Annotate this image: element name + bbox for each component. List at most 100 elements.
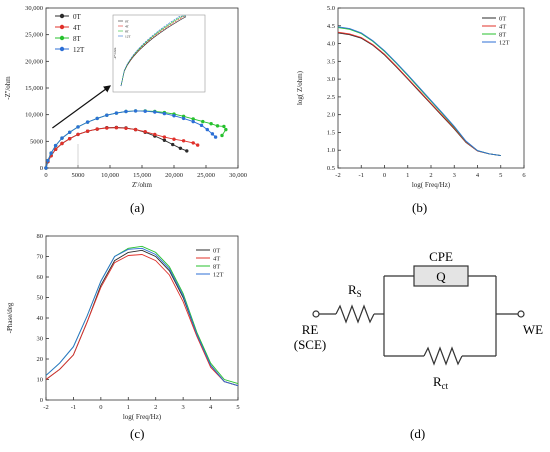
series-line-4T	[45, 254, 239, 387]
data-point-12T	[46, 158, 50, 163]
y-tick-label: 20	[37, 356, 44, 363]
y-axis-label: -Z''/ohm	[4, 76, 12, 100]
q-label: Q	[436, 269, 446, 284]
x-tick-label: 5	[236, 404, 239, 411]
series-line-0T	[337, 32, 501, 157]
y-tick-label: 10	[37, 377, 44, 384]
x-tick-label: 1	[406, 172, 409, 179]
data-point-8T	[191, 117, 195, 121]
data-point-12T	[172, 114, 176, 118]
data-point-12T	[162, 111, 167, 116]
y-tick-label: 0.5	[327, 165, 335, 172]
data-point-4T	[60, 141, 64, 146]
cpe-label: CPE	[429, 249, 453, 264]
data-point-12T	[105, 113, 109, 117]
y-tick-label: 2.5	[327, 94, 335, 101]
y-tick-label: 80	[37, 233, 44, 240]
series-line-12T	[45, 110, 216, 169]
x-tick-label: 2	[154, 404, 157, 411]
y-tick-label: 15,000	[25, 85, 43, 92]
data-point-4T	[124, 126, 128, 130]
y-axis-label: log( Z/ohm)	[296, 70, 304, 105]
sce-label: (SCE)	[294, 337, 327, 352]
y-tick-label: 0	[40, 397, 43, 404]
panel-label-c: (c)	[130, 426, 145, 441]
data-point-12T	[49, 151, 53, 155]
data-point-12T	[143, 109, 147, 113]
x-axis-label: log( Freq/Hz)	[123, 413, 162, 421]
legend-label-0T: 0T	[499, 16, 506, 23]
data-point-4T	[153, 132, 157, 137]
x-axis-label: Z'/ohm	[132, 181, 152, 189]
legend-label-8T: 8T	[213, 264, 220, 271]
y-tick-label: 3.0	[327, 76, 335, 83]
data-point-12T	[67, 130, 72, 134]
legend-marker-0T	[59, 13, 65, 19]
x-tick-label: -2	[335, 172, 340, 179]
y-tick-label: 4.5	[327, 23, 335, 30]
data-point-4T	[76, 132, 80, 137]
inset-series-0T	[120, 16, 187, 87]
y-tick-label: 1.5	[327, 129, 335, 136]
data-point-4T	[172, 137, 176, 141]
x-tick-label: 3	[453, 172, 456, 179]
data-point-4T	[105, 126, 109, 130]
x-tick-label: 30,000	[229, 172, 247, 179]
rs-label: RS	[348, 282, 362, 299]
data-point-12T	[133, 109, 138, 113]
rct-resistor	[423, 346, 463, 366]
legend-label-8T: 8T	[499, 32, 506, 39]
legend-marker-12T	[59, 46, 65, 52]
y-tick-label: 20,000	[25, 58, 43, 65]
data-point-12T	[44, 166, 48, 170]
data-point-8T	[224, 127, 228, 132]
data-point-12T	[60, 136, 64, 140]
data-point-0T	[171, 142, 175, 147]
data-point-12T	[210, 132, 215, 136]
x-tick-label: -1	[359, 172, 364, 179]
data-point-8T	[201, 119, 205, 124]
y-tick-label: 0	[40, 165, 43, 172]
legend-marker-4T	[59, 24, 65, 30]
data-point-12T	[76, 125, 80, 129]
data-point-12T	[181, 116, 186, 121]
legend-label-4T: 4T	[213, 256, 220, 263]
y-tick-label: 2.0	[327, 112, 335, 119]
legend-marker-8T	[59, 35, 65, 41]
x-tick-label: 4	[476, 172, 480, 179]
series-line-12T	[337, 26, 501, 157]
data-point-4T	[114, 126, 119, 130]
data-point-8T	[209, 122, 213, 126]
legend-label-12T: 12T	[73, 46, 85, 54]
y-axis-label: -Phase/deg	[6, 302, 14, 333]
data-point-12T	[153, 110, 157, 114]
series-line-12T	[45, 247, 239, 387]
data-point-12T	[114, 111, 119, 115]
chart-a: 0 5000 10,000 15,000 20,000 25,000 30,000 0 5000…	[4, 5, 247, 189]
y-tick-label: 5000	[30, 138, 43, 145]
x-tick-label: -2	[43, 404, 48, 411]
y-tick-label: 60	[37, 274, 44, 281]
x-tick-label: 5	[499, 172, 502, 179]
zoom-arrow	[52, 85, 111, 129]
y-tick-label: 10,000	[25, 112, 43, 119]
re-terminal	[312, 310, 320, 318]
data-point-0T	[162, 138, 167, 142]
x-tick-label: 6	[522, 172, 526, 179]
panel-label-d: (d)	[410, 426, 426, 441]
inset-legend-label-8T: 8T	[125, 30, 130, 34]
series-line-0T	[45, 249, 239, 387]
series-line-8T	[45, 110, 227, 169]
data-point-12T	[85, 120, 90, 124]
x-tick-label: 0	[383, 172, 386, 179]
y-tick-label: 4.0	[327, 41, 335, 48]
data-point-0T	[185, 149, 189, 153]
data-point-8T	[222, 124, 226, 129]
data-point-12T	[205, 127, 209, 132]
legend-label-0T: 0T	[213, 248, 220, 255]
x-tick-label: -1	[71, 404, 76, 411]
legend-label-4T: 4T	[73, 24, 82, 32]
panel-label-b: (b)	[412, 200, 428, 215]
y-tick-label: 3.5	[327, 58, 335, 65]
y-tick-label: 25,000	[25, 32, 43, 39]
